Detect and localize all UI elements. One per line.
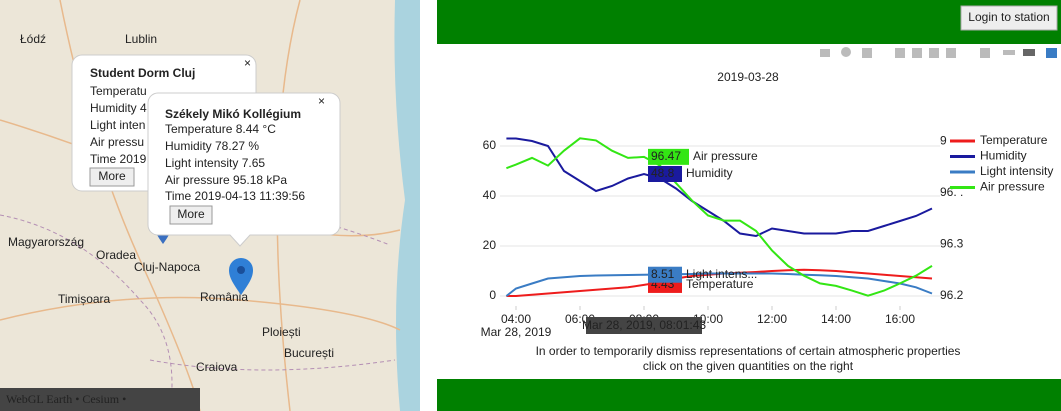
toolbar-icon[interactable] — [820, 49, 830, 57]
toolbar-icon[interactable] — [980, 48, 990, 58]
more-button[interactable]: More — [177, 207, 205, 221]
popup-line: Temperatu — [90, 84, 147, 98]
y-tick-label: 60 — [483, 138, 497, 152]
popup-line: Time 2019 — [90, 152, 147, 166]
chart-title: 2019-03-28 — [717, 70, 779, 84]
popup-title: Székely Mikó Kollégium — [165, 107, 301, 121]
attribution[interactable]: WebGL Earth • Cesium • — [6, 392, 126, 406]
footer-note: In order to temporarily dismiss represen… — [536, 344, 961, 358]
map-label: Cluj-Napoca — [134, 260, 200, 274]
map-label: Oradea — [96, 248, 136, 262]
marker-dot — [237, 266, 245, 274]
hover-name: Air pressure — [693, 149, 758, 163]
legend-entry[interactable]: Light intensity — [980, 164, 1053, 178]
y2-tick-label: 96.3 — [940, 236, 964, 250]
toolbar-icon[interactable] — [895, 48, 905, 58]
hover-value: 96.47 — [651, 149, 681, 163]
y2-tick-label: 96.2 — [940, 288, 964, 302]
hover-value: 48.8 — [651, 166, 675, 180]
toolbar-icon[interactable] — [946, 48, 956, 58]
footer-note: click on the given quantities on the rig… — [643, 359, 854, 373]
y-tick-label: 40 — [483, 188, 497, 202]
y-tick-label: 20 — [483, 238, 497, 252]
popup-line: Air pressu — [90, 135, 144, 149]
toolbar-icon[interactable] — [929, 48, 939, 58]
login-button[interactable]: Login to station — [968, 10, 1049, 24]
popup: × Székely Mikó Kollégium Temperature 8.4… — [148, 93, 340, 246]
page: Łódź Lublin Magyarország OradeaCluj-Napoca T… — [0, 0, 1061, 411]
map-label: București — [284, 346, 334, 360]
x-tick-label: 14:00 — [821, 312, 851, 326]
hover-value: 8.51 — [651, 267, 675, 281]
y-tick-label: 0 — [489, 288, 496, 302]
popup-line: Humidity 78.27 % — [165, 139, 259, 153]
close-button[interactable]: × — [318, 94, 325, 108]
toolbar-icon[interactable] — [1003, 50, 1015, 55]
popup-line: Air pressure 95.18 kPa — [165, 173, 287, 187]
map-label: Timișoara — [58, 292, 111, 306]
popup-line: Temperature 8.44 °C — [165, 122, 276, 136]
popup-line: Humidity 4 — [90, 101, 147, 115]
toolbar-icon[interactable] — [1046, 48, 1057, 58]
popup-line: Light intensity 7.65 — [165, 156, 265, 170]
more-button[interactable]: More — [98, 169, 126, 183]
toolbar-icon[interactable] — [1023, 49, 1035, 56]
popup-line: Light inten — [90, 118, 145, 132]
bottom-bar — [437, 379, 1061, 411]
hover-name: Light intens... — [686, 267, 757, 281]
close-button[interactable]: × — [244, 56, 251, 70]
legend-entry[interactable]: Air pressure — [980, 180, 1045, 194]
screen: Łódź Lublin Magyarország OradeaCluj-Napoca T… — [0, 0, 1061, 411]
map-label: Lublin — [125, 32, 157, 46]
hover-name: Humidity — [686, 166, 733, 180]
chart-toolbar — [820, 47, 1057, 58]
x-tick-label: 16:00 — [885, 312, 915, 326]
popup-line: Time 2019-04-13 11:39:56 — [165, 189, 305, 203]
map-label: Ploiești — [262, 325, 301, 339]
legend-entry[interactable]: Humidity — [980, 149, 1027, 163]
x-tick-label: 04:00 — [501, 312, 531, 326]
map-label: Łódź — [20, 32, 46, 46]
map-label: Craiova — [196, 360, 238, 374]
toolbar-icon[interactable] — [912, 48, 922, 58]
toolbar-icon[interactable] — [862, 48, 872, 58]
popup-title: Student Dorm Cluj — [90, 66, 195, 80]
toolbar-icon[interactable] — [841, 47, 851, 57]
map-label: Magyarország — [8, 235, 84, 249]
x-hover-label: Mar 28, 2019, 08:01:43 — [582, 318, 706, 332]
legend-entry[interactable]: Temperature — [980, 133, 1048, 147]
x-sublabel: Mar 28, 2019 — [481, 325, 552, 339]
y2-tick-label: 9 — [940, 134, 947, 148]
x-tick-label: 12:00 — [757, 312, 787, 326]
